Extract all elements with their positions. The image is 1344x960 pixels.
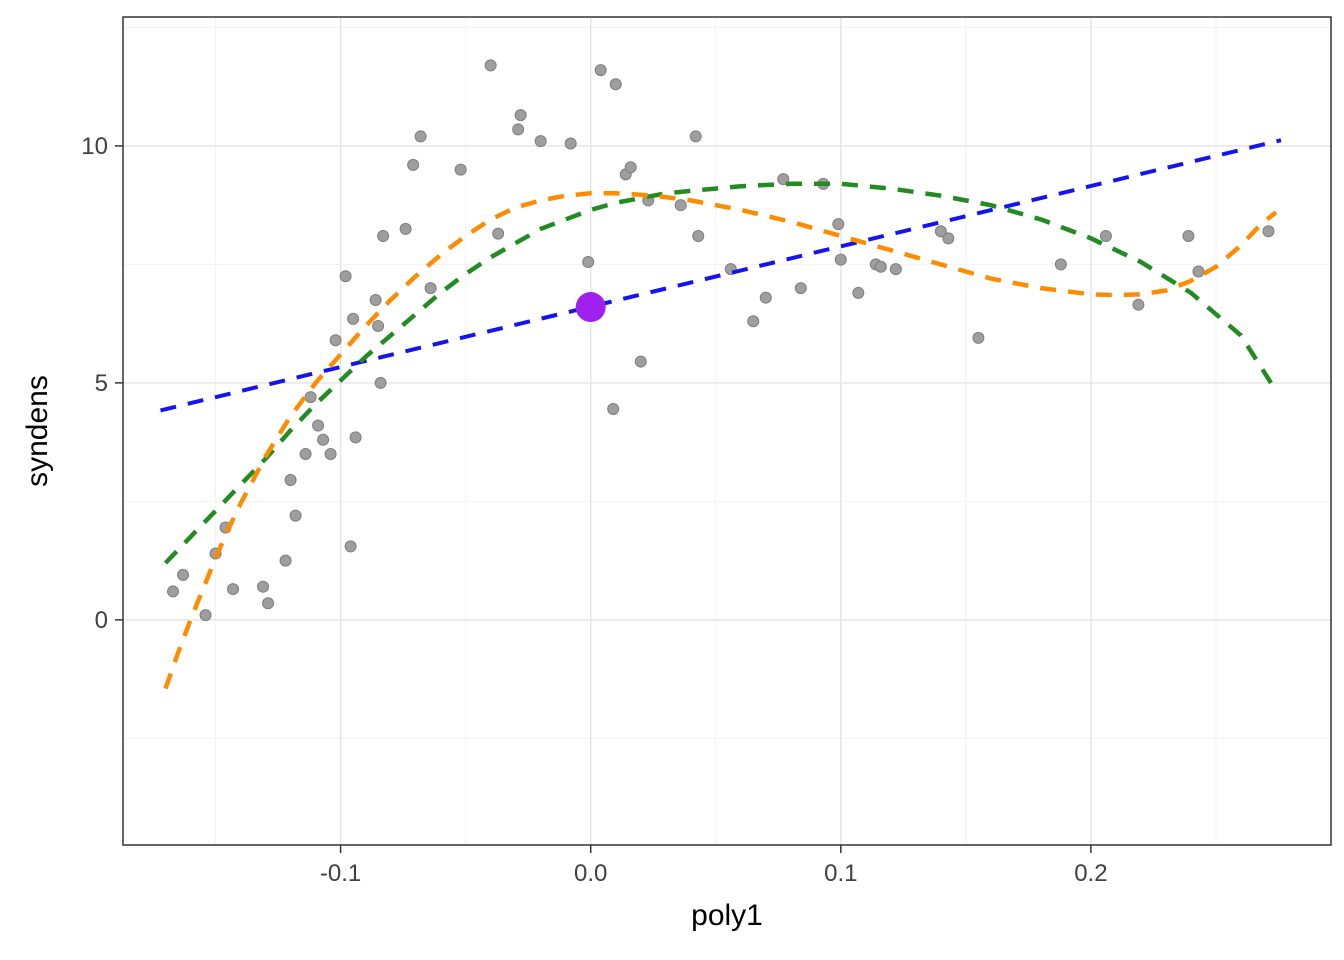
scatter-point xyxy=(372,320,385,333)
scatter-point xyxy=(874,260,887,273)
scatter-point xyxy=(889,263,902,276)
scatter-point xyxy=(227,583,240,596)
scatter-point xyxy=(1054,258,1067,271)
y-axis-title: syndens xyxy=(21,375,54,487)
x-tick-label: 0.2 xyxy=(1074,860,1107,887)
scatter-point xyxy=(347,312,360,325)
scatter-point xyxy=(674,199,687,212)
scatter-point xyxy=(262,597,275,610)
scatter-point xyxy=(594,64,607,77)
scatter-point xyxy=(1262,225,1275,238)
scatter-point xyxy=(299,447,312,460)
scatter-point xyxy=(324,447,337,460)
scatter-point xyxy=(349,431,362,444)
scatter-point xyxy=(484,59,497,72)
x-tick-label: 0.1 xyxy=(824,860,857,887)
y-tick-label: 10 xyxy=(81,133,108,160)
scatter-point xyxy=(609,78,622,91)
scatter-point xyxy=(582,256,595,269)
panel-border xyxy=(122,16,1332,846)
x-tick-label: -0.1 xyxy=(320,860,361,887)
scatter-point xyxy=(377,229,390,242)
scatter-point xyxy=(607,402,620,415)
highlight-point xyxy=(575,292,606,323)
scatter-point xyxy=(692,229,705,242)
scatter-point xyxy=(339,270,352,283)
y-tick-label: 0 xyxy=(95,607,108,634)
panel-background xyxy=(123,17,1331,845)
scatter-point xyxy=(289,509,302,522)
scatter-point xyxy=(167,585,180,598)
scatter-point xyxy=(832,218,845,231)
scatter-point xyxy=(344,540,357,553)
scatter-point xyxy=(424,282,437,295)
scatter-point xyxy=(794,282,807,295)
scatter-point xyxy=(304,391,317,404)
fit-line-cubic-fit xyxy=(163,181,1273,565)
scatter-point xyxy=(399,222,412,235)
scatter-point xyxy=(759,291,772,304)
scatter-point xyxy=(199,609,212,622)
fit-line-poly-fit xyxy=(163,191,1278,690)
scatter-point xyxy=(689,130,702,143)
scatter-point xyxy=(534,135,547,148)
scatter-point xyxy=(852,286,865,299)
scatter-point xyxy=(934,225,947,238)
scatter-point xyxy=(407,158,420,171)
scatter-point xyxy=(317,433,330,446)
scatter-point xyxy=(834,253,847,266)
y-tick-label: 5 xyxy=(95,370,108,397)
scatter-point xyxy=(564,137,577,150)
scatter-point xyxy=(514,109,527,122)
x-tick-label: 0.0 xyxy=(574,860,607,887)
scatter-point xyxy=(624,161,637,174)
scatter-point xyxy=(747,315,760,328)
fit-line-linear-fit xyxy=(160,138,1282,413)
scatter-point xyxy=(454,163,467,176)
scatter-point xyxy=(972,331,985,344)
scatter-point xyxy=(374,376,387,389)
scatter-point xyxy=(1099,229,1112,242)
scatter-point xyxy=(1182,229,1195,242)
scatter-point xyxy=(329,334,342,347)
x-axis-title: poly1 xyxy=(691,899,763,932)
scatter-point xyxy=(257,580,270,593)
scatter-point xyxy=(284,474,297,487)
scatter-point xyxy=(177,568,190,581)
scatter-point xyxy=(369,293,382,306)
scatter-point xyxy=(492,227,505,240)
scatter-point xyxy=(279,554,292,567)
scatter-point xyxy=(312,419,325,432)
scatter-point xyxy=(1132,298,1145,311)
scatter-point xyxy=(1192,265,1205,278)
scatter-point xyxy=(634,355,647,368)
scatter-point xyxy=(942,232,955,245)
scatter-point xyxy=(512,123,525,136)
scatter-point xyxy=(414,130,427,143)
